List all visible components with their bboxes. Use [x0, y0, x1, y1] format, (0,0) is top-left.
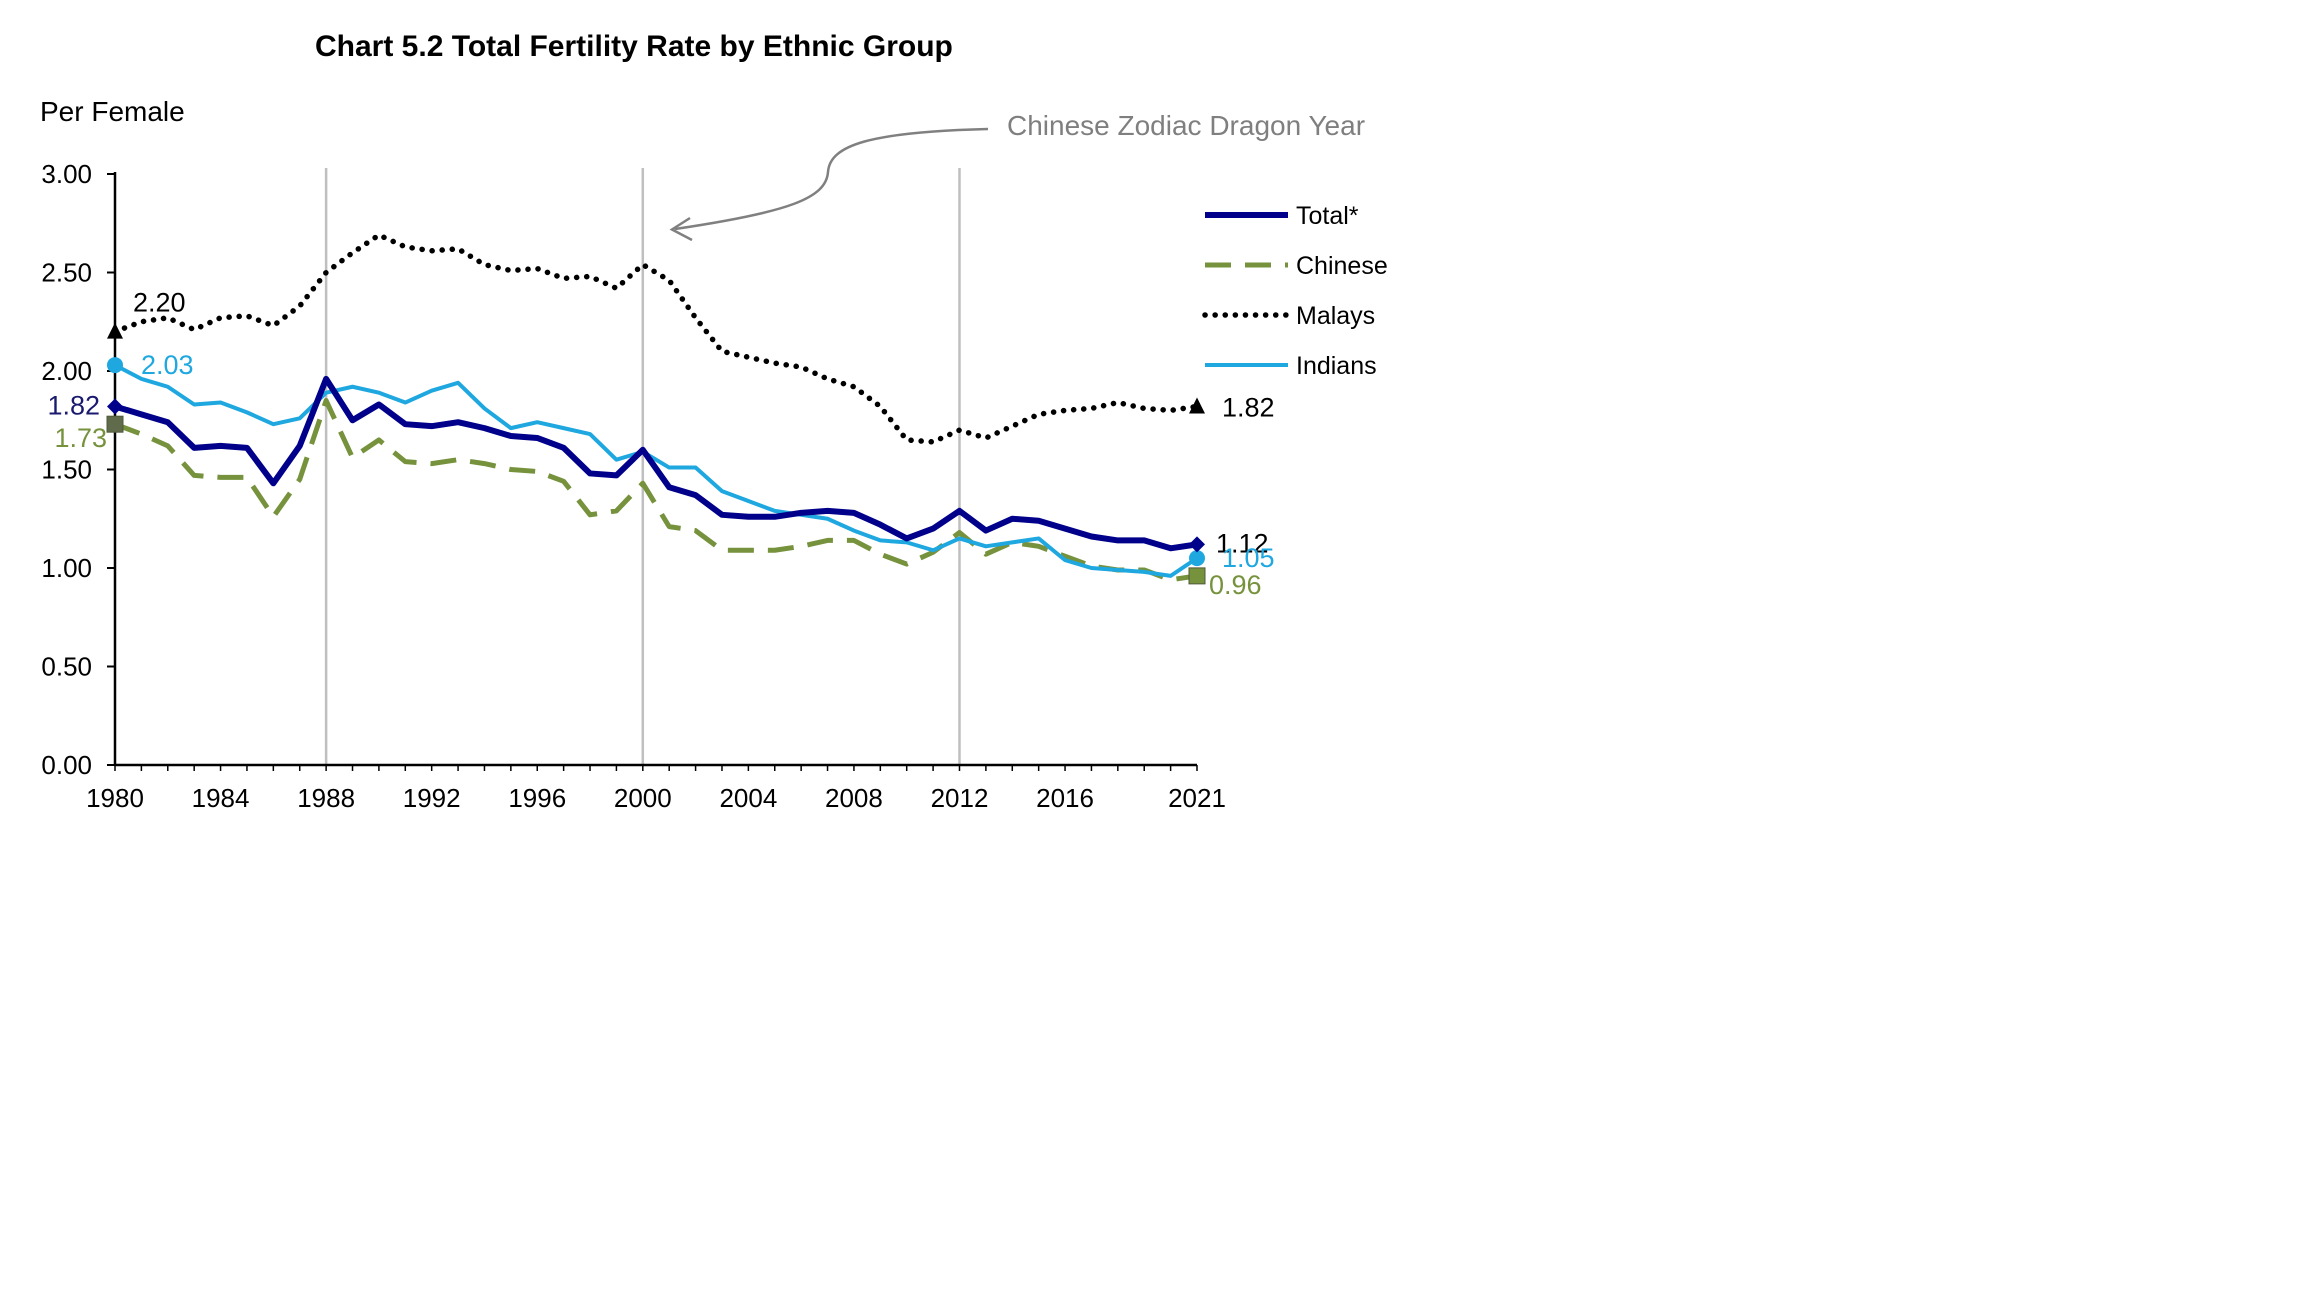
- series-total: [107, 375, 1205, 553]
- y-tick-label: 0.00: [41, 750, 92, 780]
- x-tick-label: 1992: [403, 783, 461, 813]
- y-axis-ticks: 0.00 0.50 1.00 1.50 2.00 2.50 3.00: [41, 159, 115, 780]
- legend-item-malays: Malays: [1202, 302, 1375, 330]
- x-tick-label: 1980: [86, 783, 144, 813]
- marker-indians: [107, 357, 123, 374]
- marker-total: [107, 398, 123, 415]
- series-line-indians: [114, 363, 1199, 578]
- marker-total: [1189, 536, 1205, 553]
- marker-malays: [107, 322, 123, 339]
- dragon-year-reference-lines: [324, 168, 961, 765]
- y-tick-label: 2.00: [41, 356, 92, 386]
- legend-item-total: Total*: [1205, 202, 1359, 230]
- series-line-malays: [112, 232, 1200, 445]
- y-tick-label: 2.50: [41, 258, 92, 288]
- series-layer: 1.82 1.12 1.73 0.96 2.20 1.82 2.03 1.05: [47, 232, 1275, 600]
- series-chinese: [106, 398, 1206, 585]
- series-line-chinese: [114, 398, 1198, 583]
- data-label-start-indians: 2.03: [141, 350, 194, 380]
- legend-label-chinese: Chinese: [1296, 252, 1388, 280]
- annotation-arrow: [674, 127, 989, 231]
- x-tick-label: 1984: [192, 783, 250, 813]
- chart-title: Chart 5.2 Total Fertility Rate by Ethnic…: [315, 30, 953, 63]
- data-label-start-total: 1.82: [47, 390, 100, 420]
- legend-label-indians: Indians: [1296, 352, 1377, 380]
- annotation-arrowhead: [669, 216, 693, 242]
- data-label-end-chinese: 0.96: [1209, 570, 1262, 600]
- dragon-year-annotation: Chinese Zodiac Dragon Year: [669, 110, 1365, 242]
- series-malays: [107, 232, 1205, 445]
- marker-malays: [1189, 397, 1205, 414]
- marker-chinese: [1188, 567, 1206, 585]
- x-tick-label: 2016: [1036, 783, 1094, 813]
- y-tick-label: 1.50: [41, 455, 92, 485]
- series-line-total: [114, 375, 1198, 552]
- x-tick-label: 2012: [931, 783, 989, 813]
- legend-label-malays: Malays: [1296, 302, 1375, 330]
- legend-item-chinese: Chinese: [1205, 252, 1388, 280]
- y-tick-label: 3.00: [41, 159, 92, 189]
- x-tick-label: 1988: [297, 783, 355, 813]
- legend-label-total: Total*: [1296, 202, 1359, 230]
- legend-item-indians: Indians: [1205, 352, 1377, 380]
- marker-chinese: [106, 415, 124, 433]
- y-tick-label: 0.50: [41, 652, 92, 682]
- legend: Total* Chinese Malays Indians: [1202, 202, 1388, 380]
- x-tick-label: 2004: [719, 783, 777, 813]
- y-axis-label: Per Female: [40, 96, 185, 127]
- x-tick-label: 1996: [508, 783, 566, 813]
- x-tick-label: 2021: [1168, 783, 1226, 813]
- data-label-end-indians: 1.05: [1222, 543, 1275, 573]
- data-label-end-malays: 1.82: [1222, 392, 1275, 422]
- marker-indians: [1189, 550, 1205, 567]
- data-label-end-total: 1.12: [1216, 528, 1269, 558]
- series-indians: [107, 357, 1205, 578]
- x-tick-label: 2008: [825, 783, 883, 813]
- data-label-start-chinese: 1.73: [54, 423, 107, 453]
- data-label-start-malays: 2.20: [133, 288, 186, 318]
- y-tick-label: 1.00: [41, 553, 92, 583]
- x-tick-label: 2000: [614, 783, 672, 813]
- annotation-text: Chinese Zodiac Dragon Year: [1007, 110, 1365, 141]
- x-axis-ticks: 1980 1984 1988 1992 1996 2000 2004 2008 2012 2016…: [86, 765, 1226, 813]
